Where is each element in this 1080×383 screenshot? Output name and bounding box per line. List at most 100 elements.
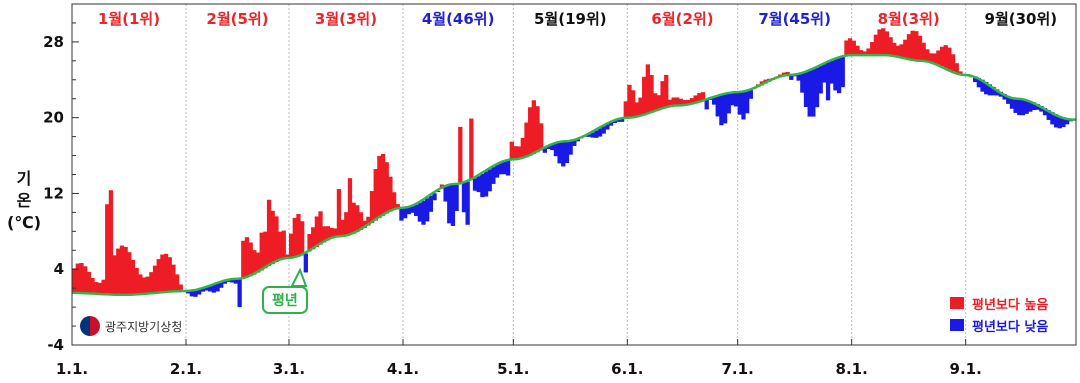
anomaly-above-day (509, 141, 514, 160)
anomaly-above-day (178, 284, 183, 292)
anomaly-below-day (608, 122, 614, 126)
anomaly-above-day (520, 137, 525, 159)
anomaly-above-day (682, 99, 687, 106)
anomaly-below-day (414, 204, 419, 217)
anomaly-below-day (722, 94, 728, 124)
x-tick-label: 8.1. (836, 360, 868, 378)
x-tick-label: 3.1. (273, 360, 305, 378)
anomaly-above-day (160, 254, 165, 293)
anomaly-below-day (498, 163, 503, 175)
anomaly-below-day (222, 281, 228, 284)
anomaly-above-day (649, 74, 654, 113)
anomaly-above-day (285, 254, 290, 259)
y-tick-label: 28 (43, 33, 64, 51)
anomaly-above-day (281, 230, 286, 260)
anomaly-above-day (689, 98, 695, 105)
legend-item-below: 평년보다 낮음 (950, 314, 1048, 336)
anomaly-above-day (355, 205, 360, 233)
anomaly-below-day (1028, 100, 1033, 112)
anomaly-below-day (789, 75, 794, 80)
anomaly-below-day (557, 142, 562, 164)
anomaly-below-day (200, 288, 205, 292)
month-rank-label: 1월(1위) (98, 10, 160, 28)
month-rank-label: 4월(46위) (422, 10, 495, 28)
anomaly-below-day (1042, 108, 1048, 116)
anomaly-below-day (553, 143, 559, 157)
anomaly-above-day (138, 274, 143, 295)
anomaly-above-day (917, 35, 923, 61)
agency-logo: 광주지방기상청 (80, 316, 182, 336)
anomaly-above-day (671, 97, 676, 107)
anomaly-above-day (127, 252, 132, 295)
anomaly-below-day (836, 57, 842, 94)
agency-logo-text: 광주지방기상청 (105, 319, 183, 334)
anomaly-below-day (542, 148, 548, 153)
anomaly-area-layer (72, 28, 1077, 308)
anomaly-above-day (255, 252, 261, 273)
anomaly-above-day (895, 45, 901, 57)
legend-label-above: 평년보다 높음 (972, 297, 1049, 313)
anomaly-above-day (910, 30, 915, 60)
anomaly-below-day (487, 169, 492, 192)
anomaly-below-day (594, 130, 599, 138)
anomaly-above-day (678, 98, 684, 106)
anomaly-above-day (380, 153, 386, 216)
legend-item-above: 평년보다 높음 (950, 292, 1048, 314)
anomaly-above-day (145, 276, 150, 294)
anomaly-below-day (428, 195, 434, 212)
anomaly-above-day (134, 267, 139, 295)
anomaly-above-day (469, 118, 474, 181)
anomaly-below-day (564, 141, 570, 164)
tick-label-layer: -4 4 12 20 28 1.1. 2.1. 3.1. 4.1. 5.1. 6.1. 7.1. 8.1… (43, 10, 1057, 378)
anomaly-above-day (939, 46, 945, 67)
anomaly-below-day (472, 178, 478, 191)
anomaly-above-day (642, 76, 647, 116)
anomaly-above-day (373, 169, 378, 221)
anomaly-below-day (208, 286, 213, 292)
anomaly-above-day (112, 255, 117, 295)
anomaly-below-day (465, 181, 470, 225)
anomaly-above-day (524, 122, 529, 158)
anomaly-above-day (958, 71, 963, 74)
anomaly-below-day (550, 144, 555, 151)
anomaly-above-day (333, 228, 338, 238)
anomaly-below-day (226, 280, 231, 282)
anomaly-above-day (653, 93, 658, 112)
anomaly-above-day (881, 28, 886, 56)
anomaly-above-day (656, 95, 662, 111)
anomaly-above-day (340, 219, 345, 237)
x-tick-label: 4.1. (387, 360, 419, 378)
anomaly-above-day (844, 40, 849, 56)
anomaly-below-day (803, 72, 809, 107)
anomaly-below-day (432, 193, 437, 201)
y-tick-label: 4 (54, 260, 64, 278)
anomaly-above-day (928, 53, 934, 62)
anomaly-below-day (807, 70, 812, 117)
anomaly-above-day (300, 221, 305, 256)
anomaly-above-day (693, 95, 698, 104)
anomaly-below-day (1061, 117, 1066, 128)
y-tick-label: 12 (43, 184, 64, 202)
anomaly-below-day (995, 89, 1000, 96)
normal-callout-label: 평년 (272, 293, 298, 309)
anomaly-above-day (252, 250, 257, 275)
anomaly-above-day (899, 44, 904, 58)
anomaly-below-day (748, 90, 753, 99)
anomaly-above-day (318, 211, 323, 245)
anomaly-below-day (719, 95, 724, 126)
anomaly-above-day (130, 259, 136, 295)
anomaly-above-day (108, 190, 114, 295)
anomaly-below-day (561, 141, 566, 167)
anomaly-above-day (116, 248, 121, 295)
anomaly-below-day (619, 118, 625, 122)
anomaly-below-day (586, 134, 592, 137)
anomaly-below-day (211, 284, 217, 293)
month-rank-label: 8월(3위) (878, 10, 940, 28)
anomaly-above-day (311, 227, 316, 250)
anomaly-above-day (97, 282, 103, 294)
anomaly-above-day (325, 226, 331, 241)
anomaly-above-day (859, 50, 864, 56)
x-tick-label: 5.1. (497, 360, 529, 378)
anomaly-below-day (1006, 95, 1011, 104)
month-rank-label: 7월(45위) (758, 10, 831, 28)
